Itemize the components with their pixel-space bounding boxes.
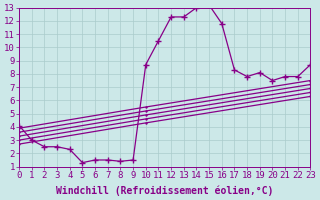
X-axis label: Windchill (Refroidissement éolien,°C): Windchill (Refroidissement éolien,°C) [56,185,274,196]
